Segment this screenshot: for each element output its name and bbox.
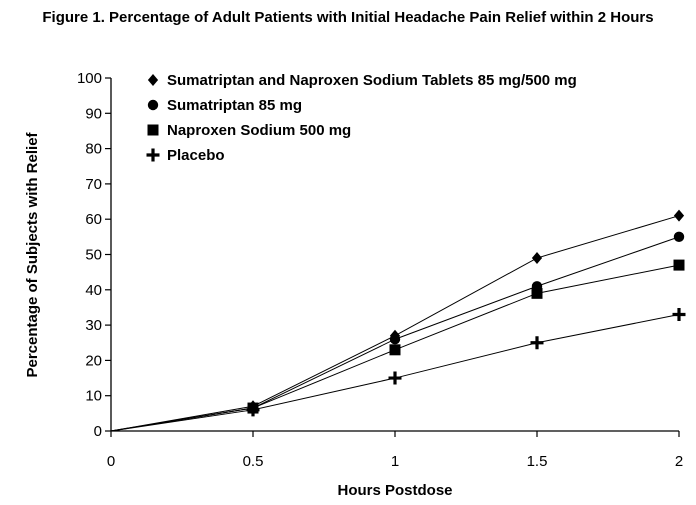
x-tick-label: 1.5 (527, 453, 548, 470)
y-tick-label: 50 (85, 247, 102, 264)
y-tick-label: 80 (85, 141, 102, 158)
data-point-square (389, 344, 401, 356)
y-tick-label: 70 (85, 176, 102, 193)
data-point-diamond (673, 209, 685, 222)
legend: Sumatriptan and Naproxen Sodium Tablets … (146, 72, 577, 164)
series-line-diamond (110, 215, 680, 432)
x-tick-label: 1 (391, 453, 399, 470)
y-axis-label: Percentage of Subjects with Relief (24, 131, 41, 377)
legend-label: Sumatriptan 85 mg (167, 97, 302, 114)
data-point-circle (673, 231, 685, 243)
x-tick-label: 2 (675, 453, 683, 470)
data-point-square (673, 259, 685, 271)
data-point-square (531, 287, 543, 299)
data-point-plus (530, 336, 544, 350)
legend-marker-plus (146, 148, 160, 162)
x-tick-label: 0 (107, 453, 115, 470)
data-point-plus (246, 403, 260, 417)
y-tick-label: 90 (85, 105, 102, 122)
legend-label: Naproxen Sodium 500 mg (167, 122, 351, 139)
y-tick-label: 40 (85, 282, 102, 299)
y-tick-label: 30 (85, 317, 102, 334)
y-tick-label: 100 (77, 70, 102, 87)
data-point-circle (389, 334, 401, 345)
legend-marker-circle (147, 99, 159, 111)
x-axis-label: Hours Postdose (337, 482, 452, 499)
x-tick-label: 0.5 (243, 453, 264, 470)
chart-title: Figure 1. Percentage of Adult Patients w… (42, 9, 653, 26)
data-point-plus (672, 308, 686, 322)
plot-area: 0 10 20 30 40 50 60 70 80 90 100 0 0.5 1 1.5 2 (77, 70, 686, 470)
data-point-plus (388, 371, 402, 385)
y-tick-label: 20 (85, 352, 102, 369)
y-tick-label: 60 (85, 211, 102, 228)
legend-label: Placebo (167, 147, 225, 164)
y-tick-label: 0 (94, 423, 102, 440)
y-tick-label: 10 (85, 388, 102, 405)
legend-label: Sumatriptan and Naproxen Sodium Tablets … (167, 72, 577, 89)
y-axis-label-group: Percentage of Subjects with Relief (24, 131, 41, 377)
data-point-diamond (531, 252, 543, 265)
legend-marker-diamond (147, 74, 159, 86)
legend-marker-square (147, 124, 159, 136)
